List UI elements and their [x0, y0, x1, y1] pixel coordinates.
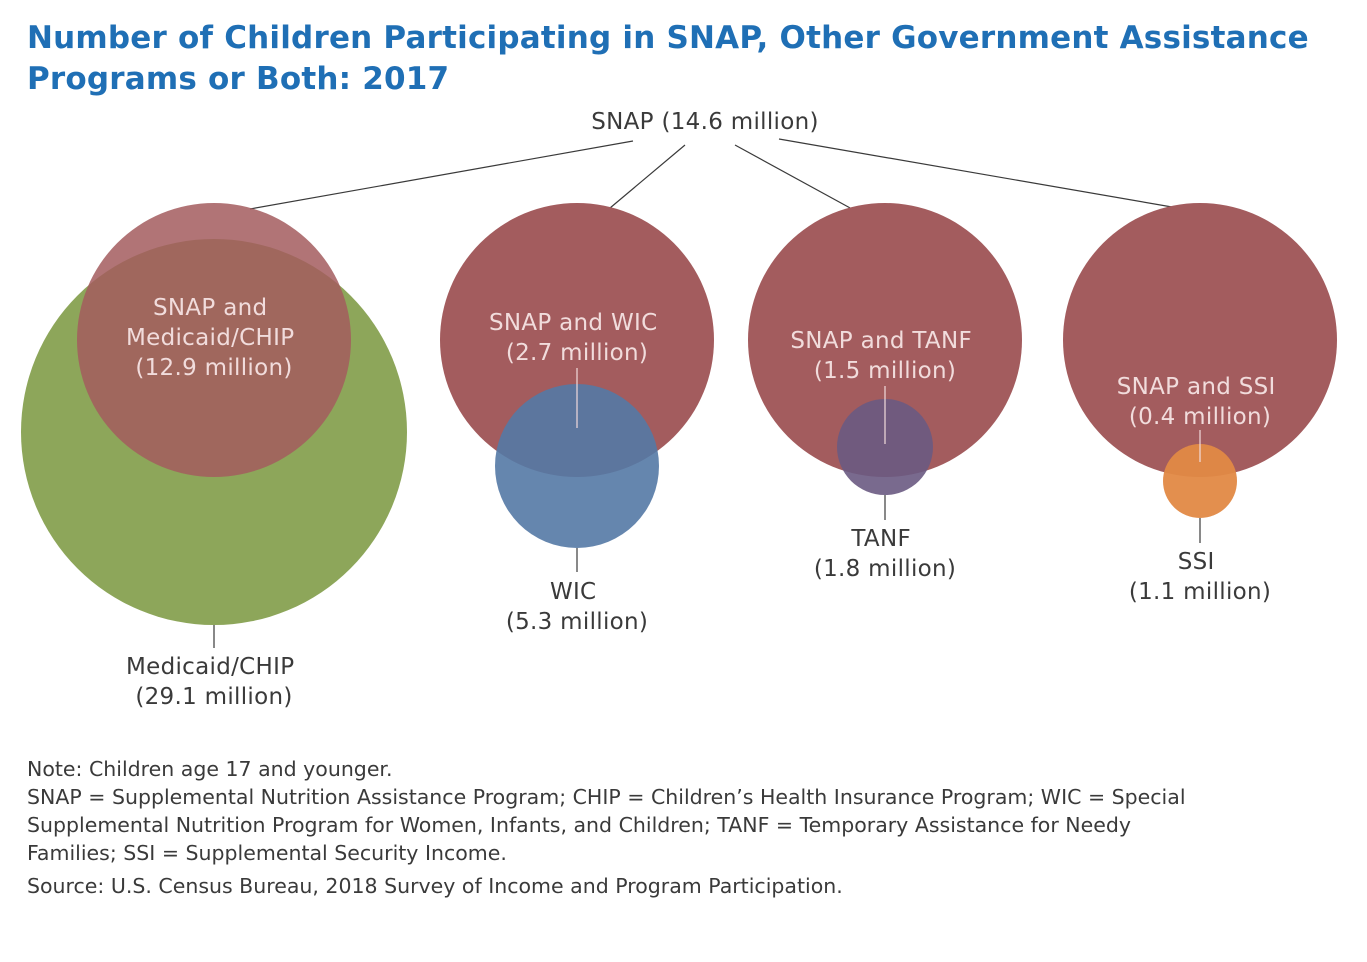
- connector-wic: [609, 144, 686, 209]
- program-label-tanf: TANF (1.8 million): [814, 526, 956, 582]
- program-label-medicaid-line-1: Medicaid/CHIP: [126, 654, 294, 680]
- overlap-label-wic: SNAP and WIC (2.7 million): [489, 310, 665, 366]
- snap-circle-tanf: [748, 203, 1022, 477]
- group-tanf: SNAP and TANF (1.5 million) TANF (1.8 mi…: [748, 203, 1022, 582]
- overlap-label-ssi-line-2: (0.4 million): [1129, 404, 1271, 430]
- chart-title-line-1: Number of Children Participating in SNAP…: [27, 20, 1309, 56]
- overlap-label-tanf-line-1: SNAP and TANF: [790, 328, 972, 354]
- connector-ssi: [778, 138, 1173, 208]
- overlap-label-medicaid-line-2: Medicaid/CHIP: [126, 325, 294, 351]
- program-label-wic: WIC (5.3 million): [506, 579, 648, 635]
- program-label-ssi: SSI (1.1 million): [1129, 549, 1271, 605]
- abbrev-line-3: Families; SSI = Supplemental Security In…: [27, 841, 507, 865]
- snap-circle-wic: [440, 203, 714, 477]
- program-label-ssi-line-1: SSI: [1178, 549, 1215, 575]
- connector-medicaid: [249, 140, 634, 210]
- overlap-label-tanf-line-2: (1.5 million): [814, 358, 956, 384]
- program-label-ssi-line-2: (1.1 million): [1129, 579, 1271, 605]
- snap-circle-ssi: [1063, 203, 1337, 477]
- note-line: Note: Children age 17 and younger.: [27, 757, 393, 781]
- overlap-label-ssi: SNAP and SSI (0.4 million): [1117, 374, 1284, 430]
- program-label-tanf-line-1: TANF: [850, 526, 911, 552]
- overlap-label-ssi-line-1: SNAP and SSI: [1117, 374, 1276, 400]
- overlap-label-wic-line-1: SNAP and WIC: [489, 310, 658, 336]
- program-label-medicaid: Medicaid/CHIP (29.1 million): [126, 654, 302, 710]
- program-label-tanf-line-2: (1.8 million): [814, 556, 956, 582]
- program-label-wic-line-1: WIC: [550, 579, 597, 605]
- ssi-circle: [1163, 444, 1237, 518]
- overlap-label-wic-line-2: (2.7 million): [506, 340, 648, 366]
- group-wic: SNAP and WIC (2.7 million) WIC (5.3 mill…: [440, 203, 714, 635]
- group-medicaid-chip: SNAP and Medicaid/CHIP (12.9 million) Me…: [21, 203, 407, 710]
- program-label-wic-line-2: (5.3 million): [506, 609, 648, 635]
- snap-root-label: SNAP (14.6 million): [591, 109, 819, 135]
- tanf-circle: [837, 399, 933, 495]
- overlap-label-tanf: SNAP and TANF (1.5 million): [790, 328, 979, 384]
- chart-title: Number of Children Participating in SNAP…: [27, 18, 1337, 100]
- source-line: Source: U.S. Census Bureau, 2018 Survey …: [27, 874, 843, 898]
- abbrev-line-2: Supplemental Nutrition Program for Women…: [27, 813, 1131, 837]
- root-connectors: [249, 138, 1173, 210]
- connector-tanf: [734, 144, 853, 210]
- program-label-medicaid-line-2: (29.1 million): [135, 684, 292, 710]
- chart-notes: Note: Children age 17 and younger. SNAP …: [27, 755, 1337, 900]
- overlap-label-medicaid-line-1: SNAP and: [153, 295, 267, 321]
- overlap-label-medicaid: SNAP and Medicaid/CHIP (12.9 million): [126, 295, 302, 381]
- wic-circle: [495, 384, 659, 548]
- snap-circle-medicaid: [77, 203, 351, 477]
- chart-title-line-2: Programs or Both: 2017: [27, 61, 450, 97]
- overlap-label-medicaid-line-3: (12.9 million): [135, 355, 292, 381]
- abbrev-line-1: SNAP = Supplemental Nutrition Assistance…: [27, 785, 1186, 809]
- group-ssi: SNAP and SSI (0.4 million) SSI (1.1 mill…: [1063, 203, 1337, 605]
